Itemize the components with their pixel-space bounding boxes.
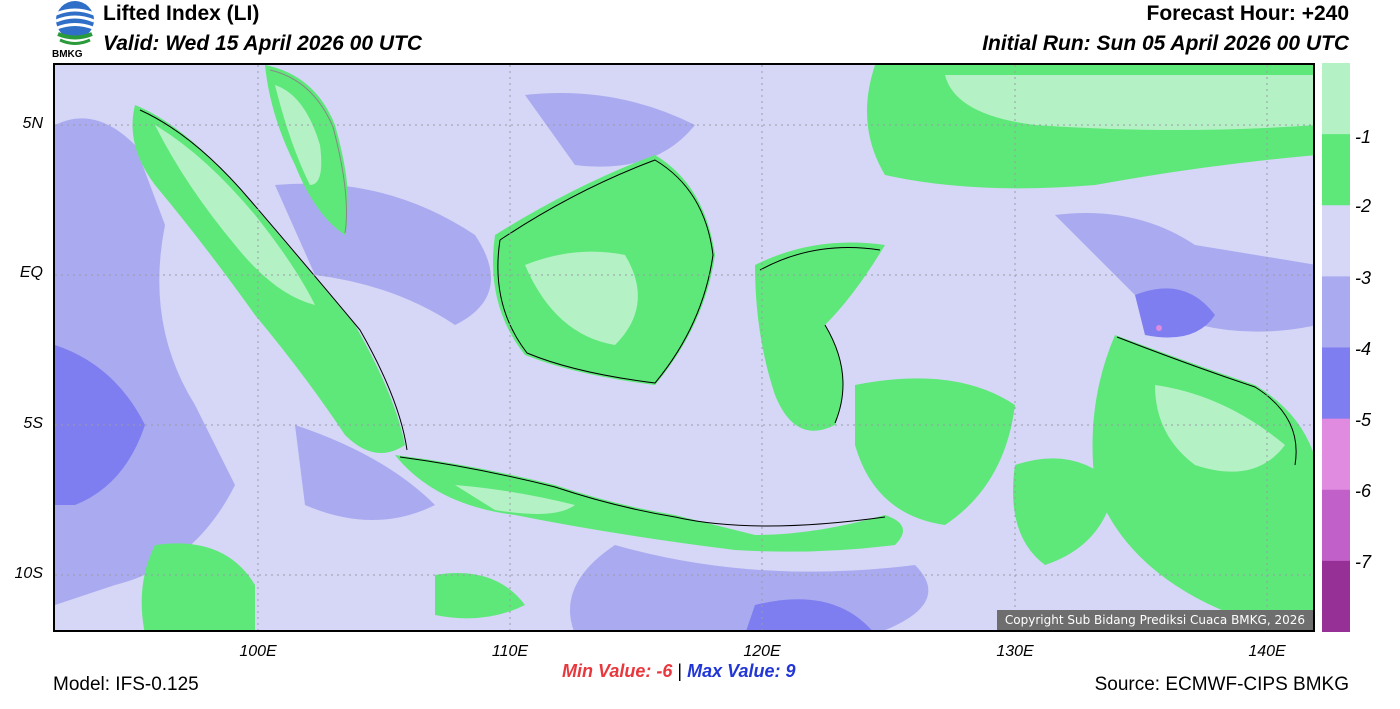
lifted-index-map: Copyright Sub Bidang Prediksi Cuaca BMKG…: [53, 63, 1315, 632]
legend-swatch: [1322, 418, 1350, 491]
legend-label: -4: [1355, 339, 1372, 359]
valid-time: Valid: Wed 15 April 2026 00 UTC: [103, 32, 422, 55]
legend-swatch: [1322, 63, 1350, 135]
legend-label: -1: [1355, 127, 1372, 147]
min-max-values: Min Value: -6 | Max Value: 9: [562, 661, 796, 682]
legend-label: -2: [1355, 196, 1372, 216]
legend-label: -3: [1355, 268, 1372, 288]
minmax-separator: |: [677, 661, 683, 681]
legend-swatch: [1322, 560, 1350, 633]
legend-swatch: [1322, 205, 1350, 277]
legend-swatch: [1322, 489, 1350, 562]
min-label: Min Value:: [562, 661, 652, 681]
lat-label-5s: 5S: [23, 415, 43, 432]
lon-label-130e: 130E: [996, 643, 1034, 660]
legend-swatch: [1322, 134, 1350, 206]
lon-label-110e: 110E: [491, 643, 529, 660]
legend-label: -6: [1355, 481, 1372, 501]
lat-label-eq: EQ: [19, 264, 43, 281]
min-value: -6: [656, 661, 673, 681]
data-source: Source: ECMWF-CIPS BMKG: [1094, 674, 1349, 695]
lat-label-10s: 10S: [14, 565, 43, 582]
legend-label: -5: [1355, 410, 1372, 430]
max-value: 9: [785, 661, 796, 681]
color-legend: [1322, 63, 1350, 633]
lon-label-120e: 120E: [743, 643, 781, 660]
forecast-hour: Forecast Hour: +240: [1146, 2, 1350, 25]
initial-run: Initial Run: Sun 05 April 2026 00 UTC: [982, 32, 1349, 55]
model-name: Model: IFS-0.125: [53, 674, 199, 695]
lat-label-5n: 5N: [22, 115, 43, 132]
bmkg-logo: [50, 0, 100, 62]
lon-label-100e: 100E: [239, 643, 277, 660]
copyright-notice: Copyright Sub Bidang Prediksi Cuaca BMKG…: [996, 610, 1313, 630]
legend-swatch: [1322, 347, 1350, 420]
map-canvas: [55, 65, 1313, 630]
legend-label: -7: [1355, 552, 1372, 572]
legend-bar: [1322, 63, 1350, 633]
logo-text: BMKG: [52, 49, 83, 60]
chart-title: Lifted Index (LI): [103, 2, 260, 25]
lon-label-140e: 140E: [1248, 643, 1286, 660]
max-label: Max Value:: [687, 661, 781, 681]
legend-swatch: [1322, 276, 1350, 349]
